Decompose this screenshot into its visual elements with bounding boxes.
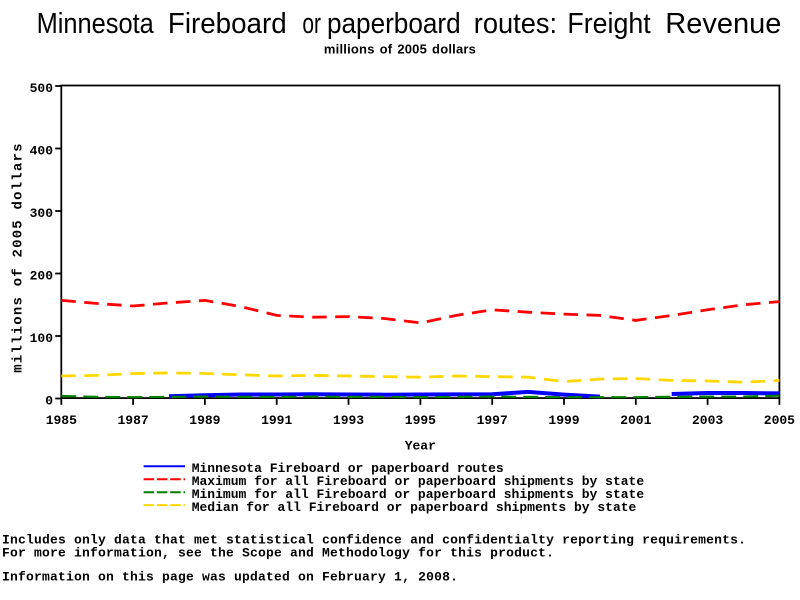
svg-text:Minimum for all Fireboard or p: Minimum for all Fireboard or paperboard … [192,487,645,502]
svg-text:paperboard: paperboard [327,7,461,40]
svg-text:0: 0 [45,394,53,409]
svg-text:1993: 1993 [333,413,364,428]
svg-text:1985: 1985 [46,413,77,428]
svg-text:millions of 2005 dollars: millions of 2005 dollars [10,142,26,372]
svg-text:or: or [302,8,321,40]
svg-text:2003: 2003 [692,413,723,428]
svg-text:400: 400 [30,144,54,159]
svg-text:1995: 1995 [405,413,436,428]
svg-text:1997: 1997 [477,413,508,428]
svg-text:Maximum for all Fireboard or p: Maximum for all Fireboard or paperboard … [192,474,645,489]
svg-text:Fireboard: Fireboard [168,8,287,41]
svg-text:100: 100 [30,331,54,346]
svg-text:millions of 2005 dollars: millions of 2005 dollars [324,42,476,57]
svg-text:1987: 1987 [117,413,148,428]
svg-text:1989: 1989 [189,413,220,428]
svg-text:Information on this page was u: Information on this page was updated on … [2,570,458,585]
svg-text:Revenue: Revenue [665,8,781,40]
svg-text:2001: 2001 [620,413,651,428]
svg-text:routes:: routes: [474,7,557,39]
svg-text:300: 300 [30,206,54,221]
svg-text:Year: Year [405,439,436,454]
svg-text:1999: 1999 [548,413,579,428]
svg-text:500: 500 [30,81,54,96]
svg-text:2005: 2005 [764,413,795,428]
svg-text:For more information, see the: For more information, see the Scope and … [2,546,554,561]
svg-text:1991: 1991 [261,413,292,428]
svg-text:Median for all Fireboard or pa: Median for all Fireboard or paperboard s… [192,500,637,515]
svg-text:Includes only data that met st: Includes only data that met statistical … [2,533,746,548]
svg-text:200: 200 [30,269,54,284]
svg-text:Minnesota: Minnesota [37,7,155,40]
svg-text:Freight: Freight [567,7,651,39]
svg-text:Minnesota Fireboard or paperbo: Minnesota Fireboard or paperboard routes [192,461,504,476]
